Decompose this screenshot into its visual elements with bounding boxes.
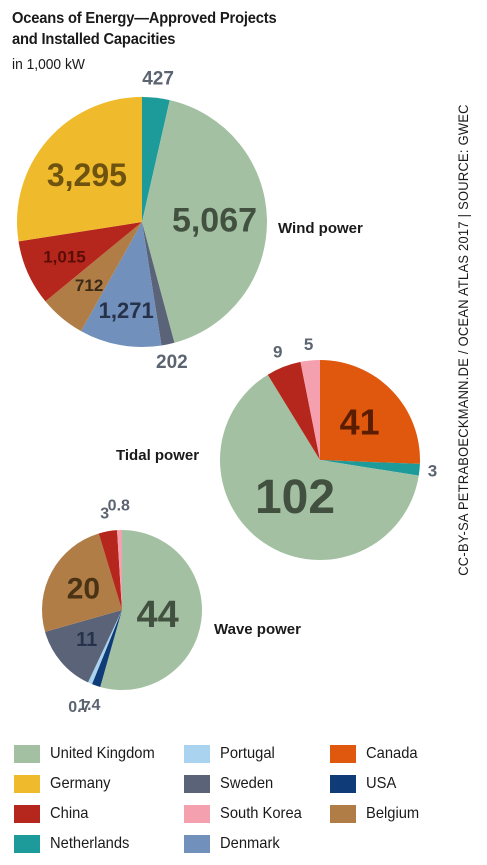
slice-south-korea [117, 530, 122, 610]
legend-swatch [330, 775, 356, 793]
data-label-united-kingdom: 44 [137, 594, 179, 636]
slice-china [18, 222, 142, 302]
chart-title: Oceans of Energy—Approved Projects and I… [12, 8, 277, 50]
legend-item-sweden: Sweden [184, 772, 278, 796]
legend-label: USA [366, 775, 397, 792]
data-label-belgium: 712 [75, 276, 103, 295]
legend-item-usa: USA [330, 772, 399, 796]
legend-swatch [330, 805, 356, 823]
data-label-portugal: 0.7 [68, 699, 90, 716]
pie-wind-power: 427 5,067 202 1,271 712 1,015 3,295 [17, 69, 267, 373]
slice-netherlands [320, 460, 420, 476]
data-label-south-korea: 5 [304, 335, 313, 354]
chart-title-line-2: and Installed Capacities [12, 31, 176, 48]
legend-item-south-korea: South Korea [184, 802, 309, 826]
data-label-china: 9 [273, 343, 282, 362]
legend-swatch [184, 775, 210, 793]
pie-charts: 427 5,067 202 1,271 712 1,015 3,295 Wind power 4… [17, 69, 437, 716]
legend-label: Belgium [366, 805, 420, 822]
slice-belgium [45, 222, 142, 332]
legend-item-canada: Canada [330, 742, 422, 766]
pie-title-tidal-power: Tidal power [116, 447, 199, 464]
legend-swatch [14, 805, 40, 823]
data-label-united-kingdom: 5,067 [172, 202, 257, 240]
slice-belgium [41, 533, 122, 632]
legend-item-netherlands: Netherlands [14, 832, 136, 856]
legend-item-united-kingdom: United Kingdom [14, 742, 164, 766]
slice-portugal [88, 610, 122, 685]
legend: United Kingdom Germany China Netherlands Por… [14, 742, 484, 860]
data-label-denmark: 1,271 [99, 298, 154, 323]
legend-swatch [184, 745, 210, 763]
credit-text: CC-BY-SA PETRABOECKMANN.DE / OCEAN ATLAS… [455, 104, 471, 576]
slice-germany [17, 97, 143, 242]
slice-united-kingdom [100, 530, 202, 690]
legend-label: China [50, 805, 89, 822]
legend-label: South Korea [220, 805, 302, 822]
slice-united-kingdom [219, 374, 419, 561]
legend-swatch [184, 805, 210, 823]
data-label-sweden: 11 [76, 629, 97, 651]
legend-item-germany: Germany [14, 772, 116, 796]
legend-swatch [330, 745, 356, 763]
legend-item-belgium: Belgium [330, 802, 424, 826]
legend-label: United Kingdom [50, 745, 155, 762]
slice-netherlands [142, 97, 170, 222]
legend-item-china: China [14, 802, 92, 826]
pie-title-wave-power: Wave power [214, 621, 301, 638]
data-label-usa: 1.4 [78, 697, 100, 714]
legend-label: Canada [366, 745, 418, 762]
data-label-sweden: 202 [156, 352, 188, 373]
chart-title-line-1: Oceans of Energy—Approved Projects [12, 10, 277, 27]
data-label-china: 1,015 [43, 247, 86, 266]
legend-label: Portugal [220, 745, 275, 762]
slice-sweden [142, 222, 175, 346]
data-label-germany: 3,295 [47, 157, 127, 193]
unit-label: in 1,000 kW [12, 56, 85, 73]
legend-swatch [14, 775, 40, 793]
pie-tidal-power: 41 3 102 9 5 [219, 335, 437, 561]
data-label-united-kingdom: 102 [255, 471, 335, 524]
credit-line: CC-BY-SA PETRABOECKMANN.DE / OCEAN ATLAS… [448, 90, 478, 590]
data-label-south-korea: 0.8 [108, 498, 130, 515]
slice-usa [92, 610, 122, 687]
slice-denmark [81, 222, 162, 347]
legend-label: Netherlands [50, 835, 130, 852]
data-label-china: 3 [100, 506, 109, 523]
pie-title-wind-power: Wind power [278, 220, 363, 237]
slice-south-korea [300, 360, 320, 460]
legend-label: Denmark [220, 835, 280, 852]
legend-swatch [14, 745, 40, 763]
legend-label: Sweden [220, 775, 274, 792]
data-label-netherlands: 3 [428, 462, 437, 481]
legend-label: Germany [50, 775, 111, 792]
legend-item-denmark: Denmark [184, 832, 285, 856]
slice-china [267, 361, 320, 460]
data-label-canada: 41 [340, 401, 380, 442]
legend-swatch [184, 835, 210, 853]
slice-united-kingdom [142, 100, 267, 343]
slice-canada [320, 360, 420, 464]
data-label-netherlands: 427 [142, 69, 174, 90]
slice-sweden [45, 610, 123, 683]
pie-wave-power: 44 1.40.7 11 20 30.8 [41, 498, 202, 716]
legend-swatch [14, 835, 40, 853]
legend-item-portugal: Portugal [184, 742, 280, 766]
data-label-belgium: 20 [67, 572, 100, 605]
slice-china [98, 530, 122, 610]
